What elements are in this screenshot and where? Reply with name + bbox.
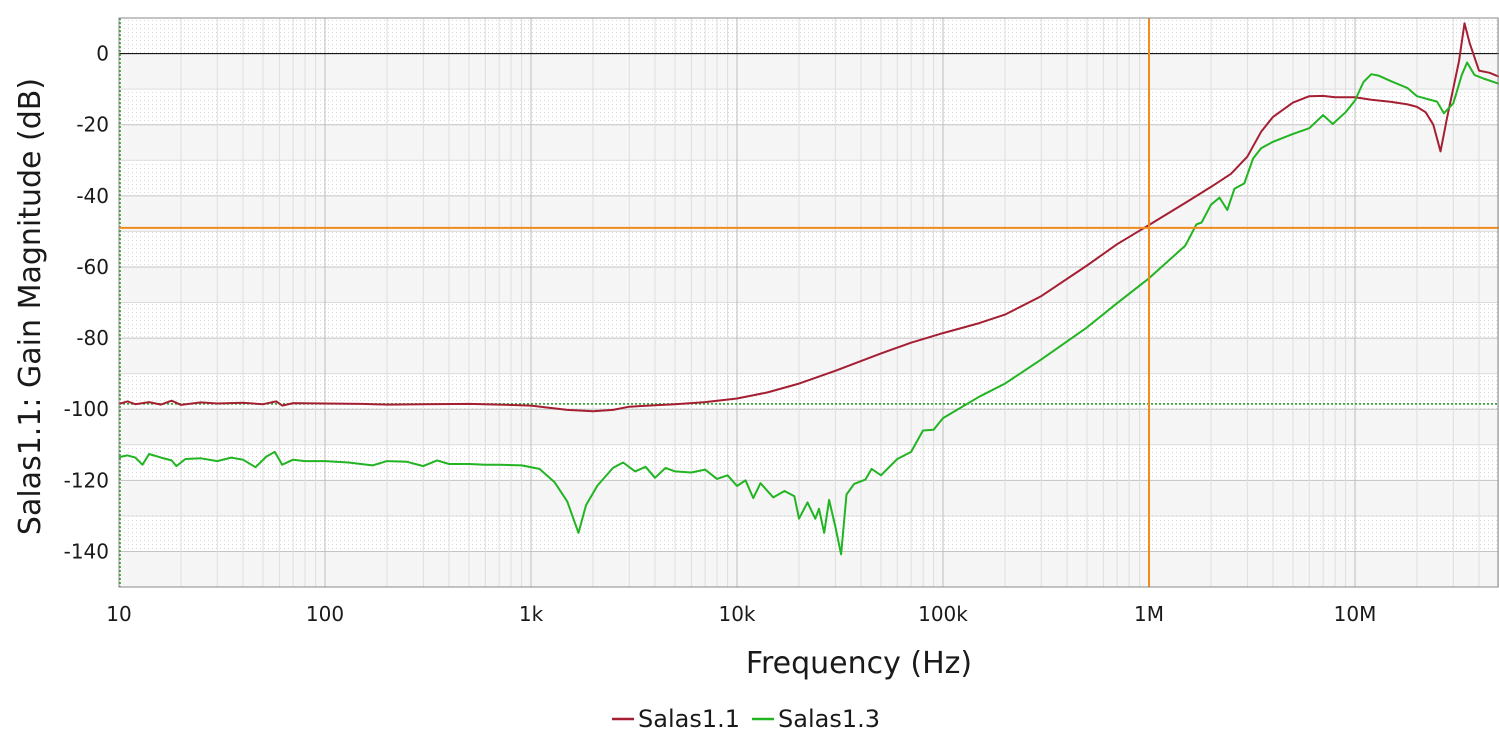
grid-band	[119, 338, 1499, 374]
y-tick-label: -40	[76, 184, 109, 208]
legend-label-2: Salas1.3	[778, 705, 880, 733]
y-tick-label: -120	[64, 468, 109, 492]
y-tick-label: -100	[64, 397, 109, 421]
series-line-1	[119, 22, 1499, 413]
y-tick-label: -20	[76, 113, 109, 137]
x-tick-label: 1k	[519, 602, 544, 626]
x-tick-label: 10k	[718, 602, 755, 626]
grid-band	[119, 53, 1499, 90]
y-axis-title: Salas1.1: Gain Magnitude (dB)	[13, 78, 48, 535]
y-tick-label: -60	[76, 255, 109, 279]
y-axis-ticks: 0 -20 -40 -60 -80 -100 -120 -140	[64, 42, 109, 564]
grid-band	[119, 480, 1499, 516]
x-axis-title: Frequency (Hz)	[746, 646, 972, 681]
grid-band	[119, 195, 1499, 232]
y-tick-label: 0	[96, 42, 109, 66]
cursor-lines	[119, 18, 1499, 587]
x-tick-label: 10M	[1334, 602, 1377, 626]
plot-frame	[118, 17, 1499, 588]
grid-band	[119, 551, 1499, 587]
grid-band	[119, 409, 1499, 445]
y-tick-label: -80	[76, 326, 109, 350]
x-axis-ticks: 10 100 1k 10k 100k 1M 10M	[106, 602, 1376, 626]
grid-band	[119, 124, 1499, 161]
legend: Salas1.1 Salas1.3	[612, 705, 880, 733]
x-tick-label: 1M	[1134, 602, 1164, 626]
legend-label-1: Salas1.1	[638, 705, 740, 733]
y-tick-label: -140	[64, 539, 109, 563]
grid	[118, 17, 1499, 588]
x-tick-label: 100	[306, 602, 344, 626]
x-tick-label: 100k	[918, 602, 968, 626]
series-layer	[119, 22, 1499, 556]
x-tick-label: 10	[106, 602, 131, 626]
series-line-2	[119, 61, 1499, 556]
grid-band	[119, 266, 1499, 303]
